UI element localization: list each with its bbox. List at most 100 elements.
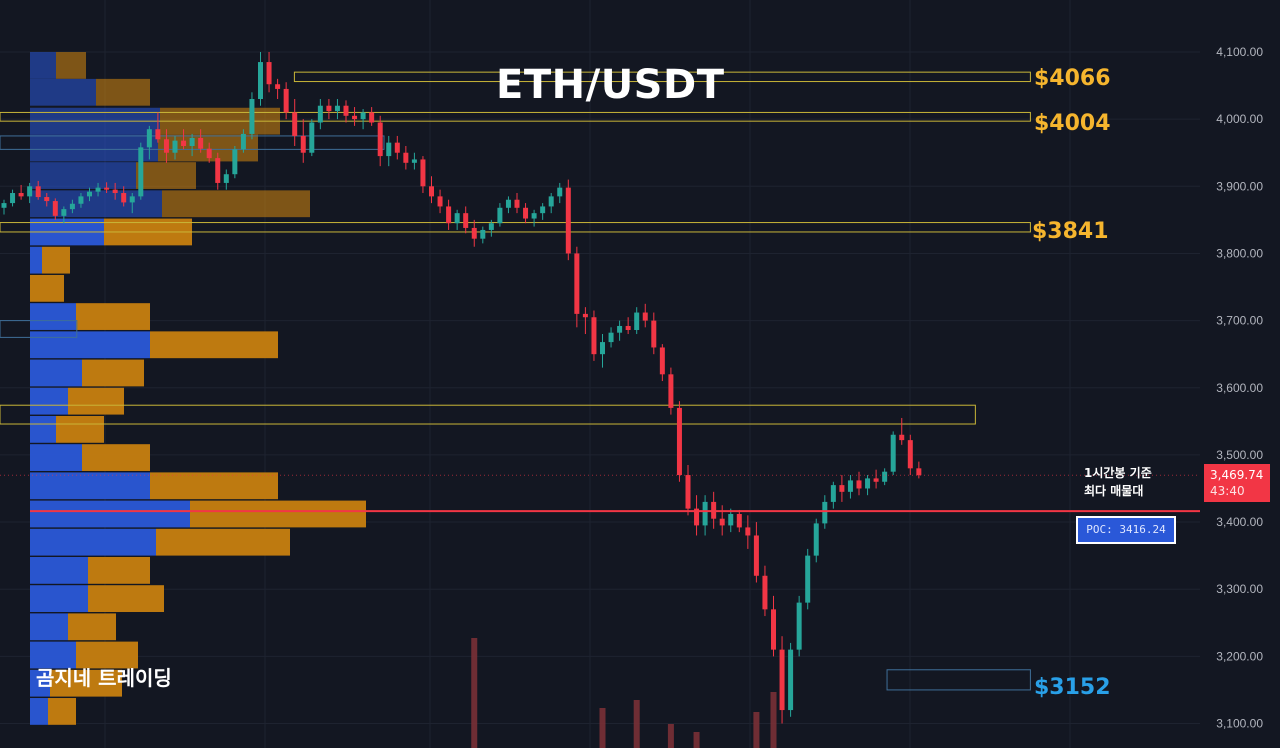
candle-body xyxy=(822,501,828,524)
candle-body xyxy=(52,201,58,216)
zone-box xyxy=(0,320,78,338)
candle-body xyxy=(565,187,571,254)
candle-body xyxy=(249,99,255,134)
vp-sell-bar xyxy=(150,331,278,359)
candle-body xyxy=(69,203,75,210)
candle-body xyxy=(437,196,443,207)
candle-body xyxy=(471,227,477,239)
candle-body xyxy=(27,186,33,197)
last-price-value: 3,469.74 xyxy=(1210,468,1264,482)
candle-body xyxy=(300,135,306,153)
candle-body xyxy=(403,152,409,163)
candle-body xyxy=(865,478,871,489)
candle-body xyxy=(223,174,229,183)
y-tick-label: 3,500.00 xyxy=(1216,448,1263,462)
candle-body xyxy=(719,518,725,526)
last-price-tag: 3,469.74 43:40 xyxy=(1204,464,1270,502)
candle-body xyxy=(146,129,152,148)
vp-buy-bar xyxy=(30,528,156,556)
vp-buy-bar xyxy=(30,669,50,697)
annotation-line1: 1시간봉 기준 xyxy=(1084,466,1152,480)
candle-body xyxy=(232,149,238,175)
candle-body xyxy=(420,159,426,187)
candles xyxy=(1,52,922,724)
candle-body xyxy=(121,193,127,203)
vp-sell-bar xyxy=(82,444,150,471)
candle-body xyxy=(206,148,212,159)
candle-body xyxy=(685,475,691,509)
candle-body xyxy=(608,332,614,343)
candle-body xyxy=(753,535,759,576)
candle-body xyxy=(899,434,905,441)
candle-body xyxy=(830,485,836,502)
candle-body xyxy=(215,158,221,183)
vp-buy-bar xyxy=(30,52,56,79)
candle-body xyxy=(548,196,554,207)
candle-body xyxy=(847,480,853,492)
vp-sell-bar xyxy=(68,613,116,641)
candle-body xyxy=(429,186,434,197)
annotation-line2: 최다 매물대 xyxy=(1084,484,1144,498)
candle-body xyxy=(668,374,674,408)
candle-body xyxy=(189,137,195,147)
y-tick-label: 3,700.00 xyxy=(1216,314,1263,328)
vp-buy-bar xyxy=(30,162,136,189)
volume-bar xyxy=(753,712,760,748)
candle-body xyxy=(283,88,289,113)
vp-sell-bar xyxy=(136,162,196,189)
zone-box xyxy=(293,71,1031,83)
candle-body xyxy=(745,527,751,536)
volume-bar xyxy=(633,700,640,748)
candle-body xyxy=(779,649,785,711)
vp-sell-bar xyxy=(76,303,150,330)
candle-body xyxy=(377,122,383,157)
candle-body xyxy=(326,105,332,112)
y-tick-label: 3,200.00 xyxy=(1216,649,1263,663)
candle-body xyxy=(198,137,204,149)
candle-body xyxy=(1,203,7,208)
candle-body xyxy=(44,197,50,202)
candle-body xyxy=(18,193,24,197)
candle-body xyxy=(617,325,623,333)
candle-body xyxy=(540,206,546,214)
poc-badge[interactable]: POC: 3416.24 xyxy=(1076,516,1176,544)
vp-buy-bar xyxy=(30,246,42,274)
y-tick-label: 3,300.00 xyxy=(1216,582,1263,596)
vp-sell-bar xyxy=(56,52,86,79)
y-tick-label: 4,100.00 xyxy=(1216,45,1263,59)
vp-buy-bar xyxy=(30,500,190,528)
candle-body xyxy=(890,434,896,472)
chart-title: ETH/USDT xyxy=(496,62,725,108)
candle-body xyxy=(343,105,349,116)
candle-body xyxy=(446,206,452,224)
candle-body xyxy=(360,112,366,120)
vp-buy-bar xyxy=(30,585,88,612)
vp-sell-bar xyxy=(30,274,64,302)
vp-buy-bar xyxy=(30,415,56,443)
level-label-3841: $3841 xyxy=(1032,219,1109,244)
zone-box xyxy=(886,669,1031,691)
candle-body xyxy=(352,115,358,120)
y-tick-label: 3,900.00 xyxy=(1216,179,1263,193)
candle-body xyxy=(736,513,742,528)
vp-buy-bar xyxy=(30,641,76,669)
candle-body xyxy=(112,189,118,194)
candle-body xyxy=(659,347,665,375)
y-tick-label: 3,400.00 xyxy=(1216,515,1263,529)
zone-box xyxy=(0,404,976,425)
vp-sell-bar xyxy=(48,698,76,725)
candle-body xyxy=(292,112,298,136)
price-axis: 4,100.00 4,000.00 3,900.00 3,800.00 3,700.00… xyxy=(1216,45,1263,731)
candle-body xyxy=(625,325,631,331)
volume-bar xyxy=(599,708,606,748)
poc-annotation: 1시간봉 기준 최다 매물대 xyxy=(1084,464,1152,500)
candle-body xyxy=(334,105,340,112)
volume-bars xyxy=(471,638,777,748)
candle-body xyxy=(557,187,563,197)
vp-buy-bar xyxy=(30,78,96,106)
candle-body xyxy=(728,513,734,526)
vp-sell-bar xyxy=(76,641,138,669)
candle-body xyxy=(600,342,605,355)
candle-body xyxy=(514,199,520,208)
